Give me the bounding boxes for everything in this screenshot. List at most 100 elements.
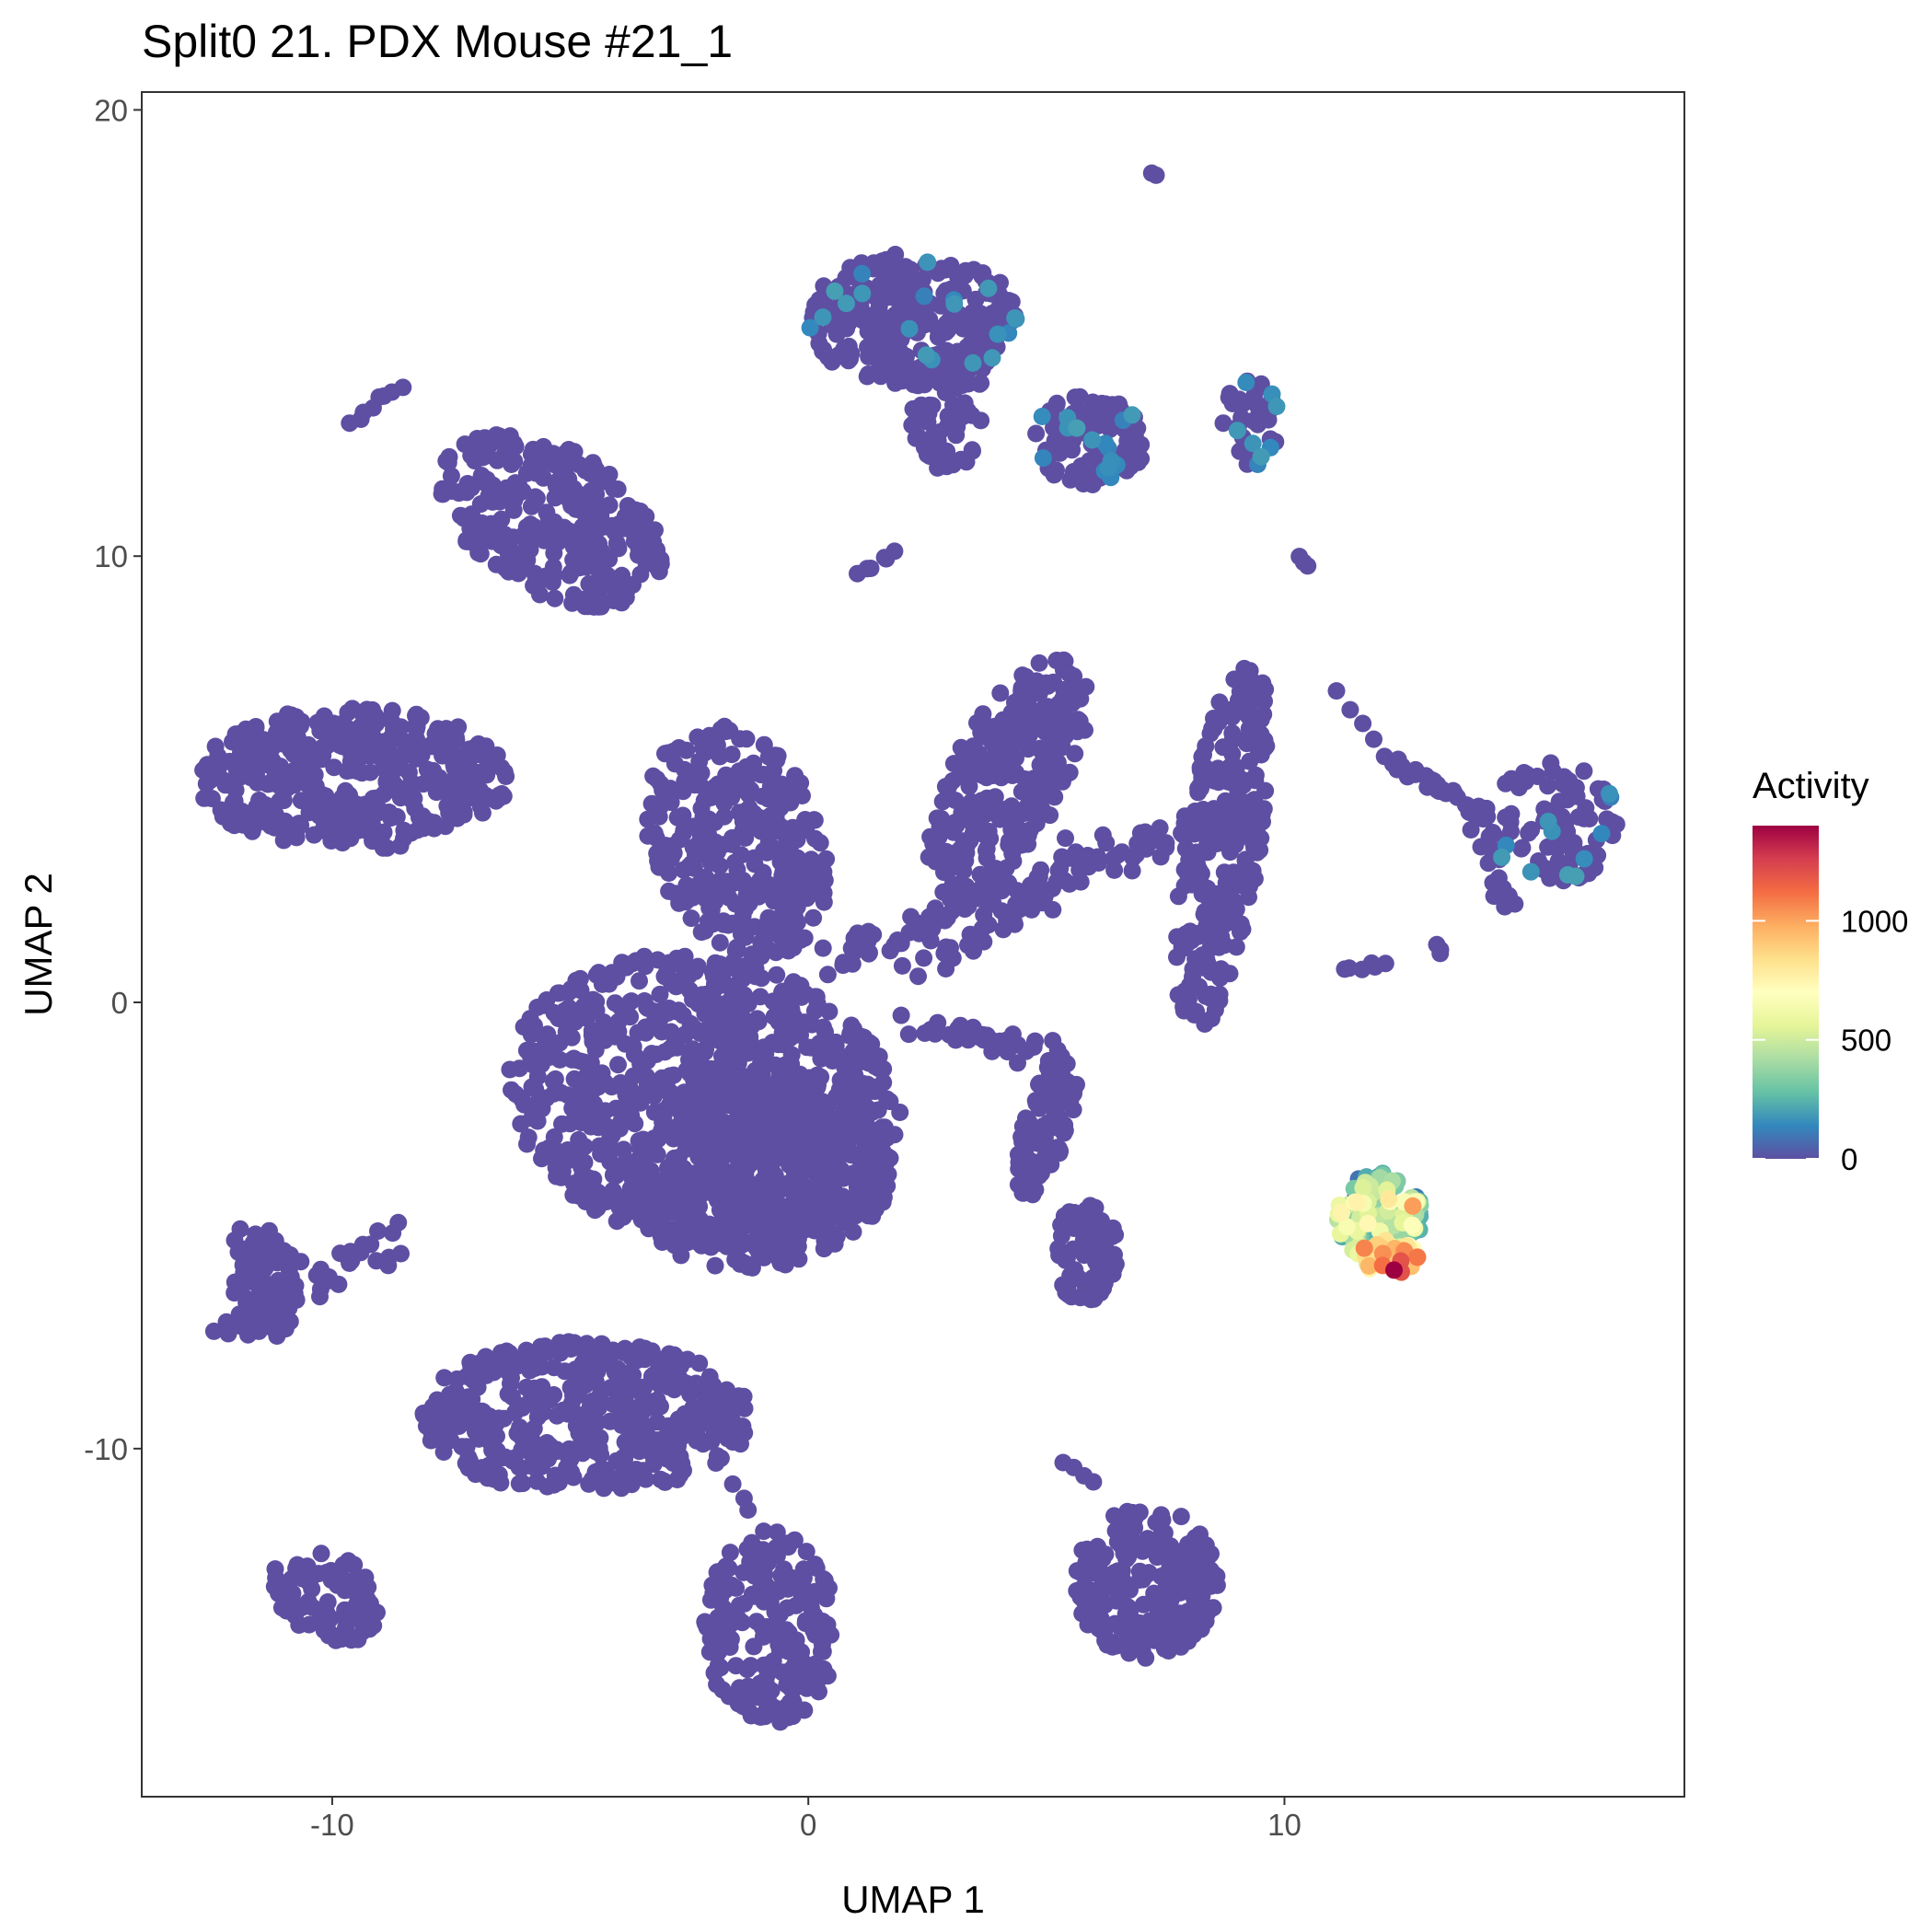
data-point xyxy=(728,938,746,956)
data-point xyxy=(812,1643,830,1660)
data-point xyxy=(582,465,600,483)
data-point xyxy=(345,1556,364,1574)
data-point xyxy=(545,1128,563,1146)
data-point xyxy=(692,731,711,749)
data-point xyxy=(1155,1566,1174,1584)
data-point xyxy=(1236,873,1254,891)
data-point xyxy=(614,956,632,975)
data-point xyxy=(485,1470,503,1488)
data-point xyxy=(1254,813,1271,831)
data-point xyxy=(369,711,388,729)
data-point xyxy=(260,774,279,792)
data-point xyxy=(758,1677,776,1695)
data-point xyxy=(473,514,492,532)
data-point xyxy=(1171,1604,1188,1623)
data-point xyxy=(214,807,232,826)
data-point xyxy=(1569,808,1588,827)
data-point xyxy=(565,1049,583,1068)
data-point xyxy=(627,1461,645,1478)
data-point xyxy=(1216,936,1234,954)
data-point xyxy=(730,1596,748,1614)
data-point xyxy=(802,1599,820,1617)
data-point xyxy=(546,1070,564,1088)
data-point xyxy=(726,1251,745,1268)
data-point xyxy=(830,1081,849,1099)
data-point xyxy=(1057,829,1074,848)
data-point xyxy=(202,790,221,808)
data-point xyxy=(651,985,669,1003)
data-point xyxy=(917,440,935,457)
data-point xyxy=(1070,388,1089,406)
data-point xyxy=(572,1152,590,1171)
data-point xyxy=(414,775,433,793)
data-point xyxy=(755,1522,773,1541)
data-point xyxy=(1070,1216,1089,1234)
data-point xyxy=(810,334,828,353)
data-point xyxy=(559,1405,577,1423)
data-point xyxy=(548,1442,566,1461)
data-point xyxy=(562,1028,581,1047)
data-point xyxy=(711,1201,729,1220)
data-point xyxy=(787,1596,805,1614)
data-point xyxy=(972,374,990,392)
data-point xyxy=(1012,1128,1031,1146)
data-point xyxy=(731,779,749,797)
data-point xyxy=(757,1156,775,1174)
data-point xyxy=(789,1230,807,1247)
data-point xyxy=(488,746,506,764)
data-point xyxy=(700,1215,719,1233)
data-point xyxy=(619,1006,637,1024)
data-point xyxy=(228,1314,247,1333)
data-point xyxy=(584,1033,602,1051)
data-point xyxy=(535,531,553,550)
data-point xyxy=(908,376,927,395)
data-point xyxy=(1233,920,1252,939)
data-point xyxy=(835,340,853,358)
data-point xyxy=(845,929,863,947)
data-point xyxy=(819,348,837,366)
data-point xyxy=(552,1151,571,1170)
data-point xyxy=(691,826,710,844)
data-point xyxy=(584,990,602,1009)
data-point xyxy=(843,954,862,973)
data-point xyxy=(761,777,780,795)
data-point xyxy=(1204,1599,1222,1617)
data-point xyxy=(226,1284,244,1302)
data-point xyxy=(1132,1629,1151,1648)
data-point xyxy=(1476,803,1495,821)
data-point xyxy=(571,526,588,545)
data-point xyxy=(768,1523,786,1542)
data-point xyxy=(423,1397,442,1416)
data-point xyxy=(682,909,700,928)
data-point xyxy=(938,849,956,867)
data-point xyxy=(265,1317,283,1336)
data-point xyxy=(659,1437,677,1455)
data-point xyxy=(292,717,309,735)
data-point xyxy=(797,1543,816,1561)
data-point xyxy=(383,701,401,720)
data-point xyxy=(527,489,546,507)
data-point xyxy=(1246,766,1265,784)
data-point xyxy=(1190,924,1209,943)
data-point xyxy=(1043,701,1061,720)
data-point xyxy=(1174,1629,1193,1648)
data-point xyxy=(471,495,490,514)
data-point xyxy=(304,1599,322,1616)
data-point xyxy=(356,1568,375,1587)
data-point xyxy=(1130,1571,1149,1589)
data-point xyxy=(721,1544,739,1562)
data-point xyxy=(985,867,1003,885)
data-point xyxy=(648,1413,666,1431)
data-point xyxy=(909,967,927,986)
data-point xyxy=(1186,811,1205,828)
data-point xyxy=(375,823,393,841)
data-point xyxy=(677,978,696,996)
data-point xyxy=(1077,848,1095,866)
data-point xyxy=(542,1044,561,1062)
data-point xyxy=(814,939,832,957)
data-point xyxy=(1099,1222,1117,1241)
data-point xyxy=(347,734,365,751)
data-point xyxy=(620,1096,639,1115)
data-point xyxy=(752,766,770,784)
data-point xyxy=(841,1024,860,1043)
